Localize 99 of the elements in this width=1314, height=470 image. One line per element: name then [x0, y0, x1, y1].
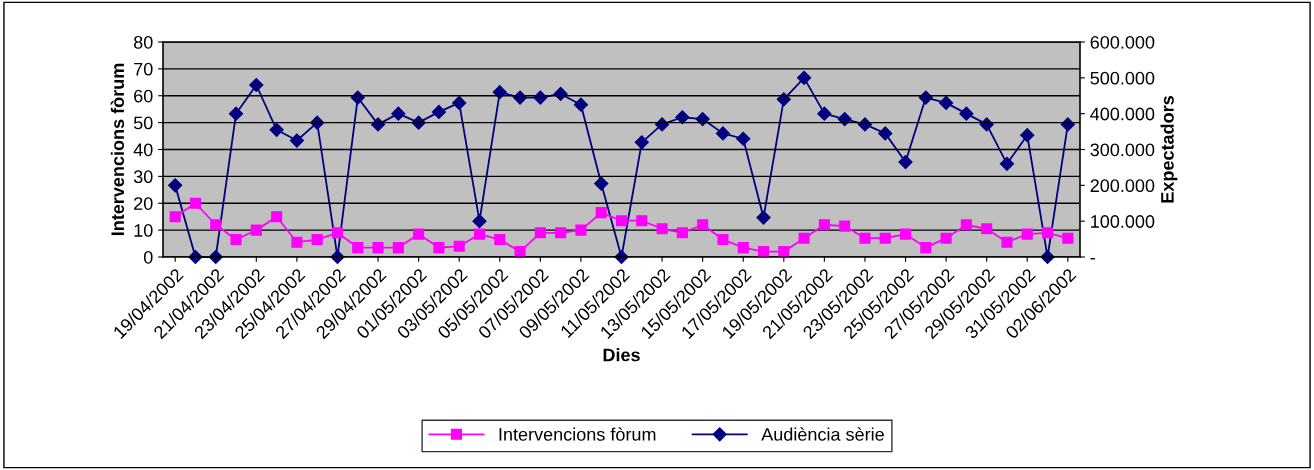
point [697, 219, 709, 231]
point [413, 228, 425, 240]
point [981, 223, 993, 235]
point [492, 85, 507, 100]
y-axis-title: Intervencions fòrum [110, 63, 125, 236]
point [289, 133, 304, 148]
point [695, 111, 710, 127]
point [940, 232, 952, 244]
y-tick-label: 80 [133, 35, 153, 49]
point [269, 122, 284, 137]
point [778, 246, 790, 258]
point [999, 156, 1015, 171]
point [736, 131, 751, 146]
point [250, 224, 262, 236]
point [959, 106, 974, 121]
point [939, 95, 954, 110]
point [898, 154, 913, 170]
x-axis-title: Dies [603, 348, 640, 362]
point [920, 242, 932, 254]
y2-tick-label: 300.000 [1090, 143, 1155, 157]
y2-tick-label: 500.000 [1090, 71, 1155, 85]
point [615, 215, 628, 227]
y-tick-label: 50 [133, 116, 153, 130]
y2-tick-label: - [1090, 258, 1095, 260]
point [797, 70, 812, 85]
point [473, 228, 486, 240]
point [514, 246, 526, 258]
y2-tick-label: 600.000 [1090, 35, 1155, 49]
point [189, 197, 202, 209]
point [534, 227, 546, 239]
point [879, 232, 891, 244]
y-tick-label: 60 [134, 89, 153, 103]
point [392, 242, 404, 254]
point [756, 210, 771, 225]
point [595, 207, 607, 219]
point [594, 176, 609, 191]
point [1062, 232, 1074, 244]
y2-tick-label: 200.000 [1090, 179, 1155, 193]
point [715, 126, 731, 141]
point [918, 90, 933, 105]
point [960, 219, 972, 231]
point [311, 233, 323, 246]
point [291, 236, 303, 248]
point [878, 126, 893, 141]
point [228, 106, 244, 121]
point [431, 104, 446, 119]
point [331, 227, 344, 239]
y2-axis-title: Expectadors [1160, 96, 1178, 203]
point [757, 246, 770, 258]
legend-label: Intervencions fòrum [499, 427, 656, 441]
y-tick-label: 10 [134, 224, 153, 237]
point [676, 227, 688, 239]
y-tick-label: 70 [134, 62, 153, 76]
point [798, 232, 810, 244]
point [839, 220, 851, 232]
point [210, 219, 222, 231]
point [1041, 227, 1054, 239]
y2-tick-label: 400.000 [1090, 107, 1155, 121]
point [494, 233, 506, 246]
legend-label: Audiència sèrie [761, 427, 884, 441]
point [1020, 128, 1035, 143]
y-tick-label: 40 [133, 143, 153, 157]
point [837, 111, 852, 127]
point [636, 215, 648, 227]
point [249, 77, 264, 93]
y-tick-label: 0 [143, 250, 153, 264]
y-tick-label: 30 [133, 170, 153, 184]
point [717, 233, 729, 246]
point [555, 227, 567, 239]
point [818, 219, 830, 231]
point [169, 211, 181, 223]
point [453, 240, 465, 252]
point [979, 117, 994, 132]
point [433, 242, 445, 254]
point [411, 115, 426, 130]
point [737, 242, 749, 254]
point [352, 242, 364, 254]
point [391, 106, 406, 121]
point [1001, 236, 1013, 248]
point [573, 97, 589, 112]
point [575, 224, 587, 236]
point [1021, 228, 1033, 240]
point [230, 233, 242, 246]
point [372, 242, 384, 254]
y2-tick-label: 100.000 [1091, 215, 1155, 228]
point [533, 90, 548, 105]
point [817, 106, 832, 121]
y-tick-label: 20 [134, 197, 153, 210]
point [271, 211, 283, 223]
point [472, 214, 487, 229]
point [452, 95, 467, 110]
point [656, 223, 668, 235]
point [675, 110, 690, 125]
point [634, 135, 649, 150]
point [168, 178, 183, 193]
point [899, 228, 912, 240]
point [776, 92, 791, 107]
point [859, 232, 871, 244]
point [350, 90, 365, 105]
